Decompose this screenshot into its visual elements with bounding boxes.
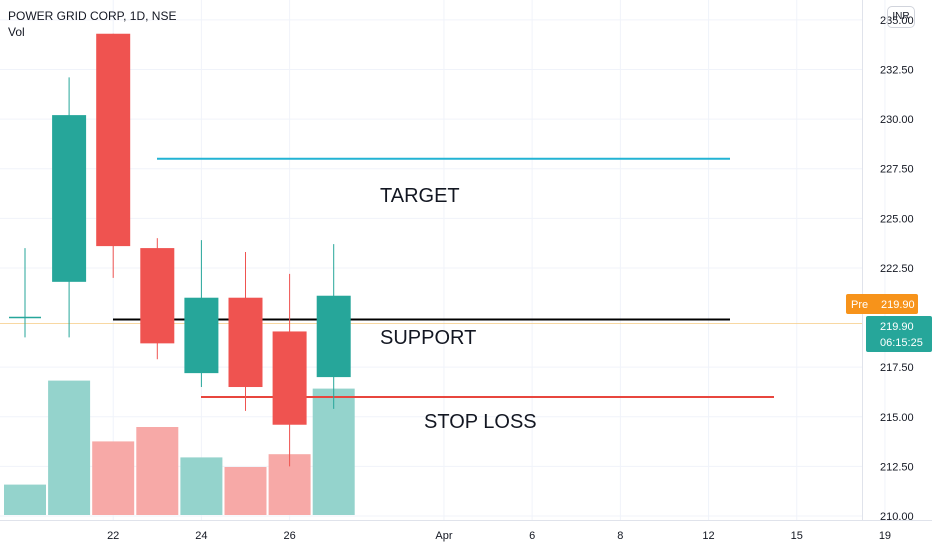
volume-bar bbox=[312, 388, 355, 515]
candle-body bbox=[52, 115, 87, 282]
time-axis[interactable]: 22 24 26 Apr 6 8 12 15 19 bbox=[107, 530, 891, 542]
volume-bars bbox=[4, 380, 355, 515]
price-tick-label: 230.00 bbox=[880, 114, 914, 126]
candle-body bbox=[228, 297, 263, 388]
time-tick-label: 22 bbox=[107, 530, 119, 542]
candles bbox=[9, 33, 351, 467]
last-price-value: 219.90 bbox=[880, 321, 914, 333]
price-axis[interactable]: 235.00232.50230.00227.50225.00222.50217.… bbox=[880, 15, 914, 523]
time-tick-label: Apr bbox=[435, 530, 452, 542]
volume-bar bbox=[48, 380, 91, 515]
price-tick-label: 210.00 bbox=[880, 511, 914, 523]
volume-bar bbox=[136, 427, 179, 515]
time-tick-label: 24 bbox=[195, 530, 207, 542]
volume-bar bbox=[92, 441, 135, 515]
candle-body bbox=[96, 33, 131, 247]
price-tick-label: 232.50 bbox=[880, 64, 914, 76]
volume-bar bbox=[180, 457, 223, 515]
premarket-label: Pre bbox=[851, 299, 868, 311]
time-tick-label: 19 bbox=[879, 530, 891, 542]
time-tick-label: 6 bbox=[529, 530, 535, 542]
premarket-price-tag: Pre 219.90 bbox=[846, 294, 918, 314]
time-tick-label: 12 bbox=[702, 530, 714, 542]
candle-body bbox=[272, 331, 307, 425]
candle-body bbox=[316, 295, 351, 378]
candle-body bbox=[140, 248, 175, 344]
volume-bar bbox=[4, 484, 46, 515]
volume-bar bbox=[224, 467, 267, 515]
price-tick-label: 222.50 bbox=[880, 263, 914, 275]
price-tick-label: 217.50 bbox=[880, 362, 914, 374]
last-price-tag: 219.90 06:15:25 bbox=[866, 316, 932, 352]
bar-countdown: 06:15:25 bbox=[880, 337, 923, 349]
currency-badge[interactable]: INR bbox=[887, 6, 915, 28]
volume-study-label[interactable]: Vol bbox=[8, 25, 25, 39]
time-tick-label: 15 bbox=[791, 530, 803, 542]
support-annotation: SUPPORT bbox=[380, 327, 476, 349]
time-tick-label: 26 bbox=[283, 530, 295, 542]
chart-legend: POWER GRID CORP, 1D, NSE Vol bbox=[8, 8, 176, 40]
symbol-title[interactable]: POWER GRID CORP, 1D, NSE bbox=[8, 9, 177, 23]
time-tick-label: 8 bbox=[617, 530, 623, 542]
candle-body bbox=[184, 297, 219, 374]
premarket-price: 219.90 bbox=[881, 299, 915, 311]
target-annotation: TARGET bbox=[380, 185, 460, 207]
price-tick-label: 227.50 bbox=[880, 164, 914, 176]
price-tick-label: 212.50 bbox=[880, 461, 914, 473]
price-tick-label: 225.00 bbox=[880, 213, 914, 225]
price-tick-label: 215.00 bbox=[880, 412, 914, 424]
stop-loss-annotation: STOP LOSS bbox=[424, 411, 537, 433]
